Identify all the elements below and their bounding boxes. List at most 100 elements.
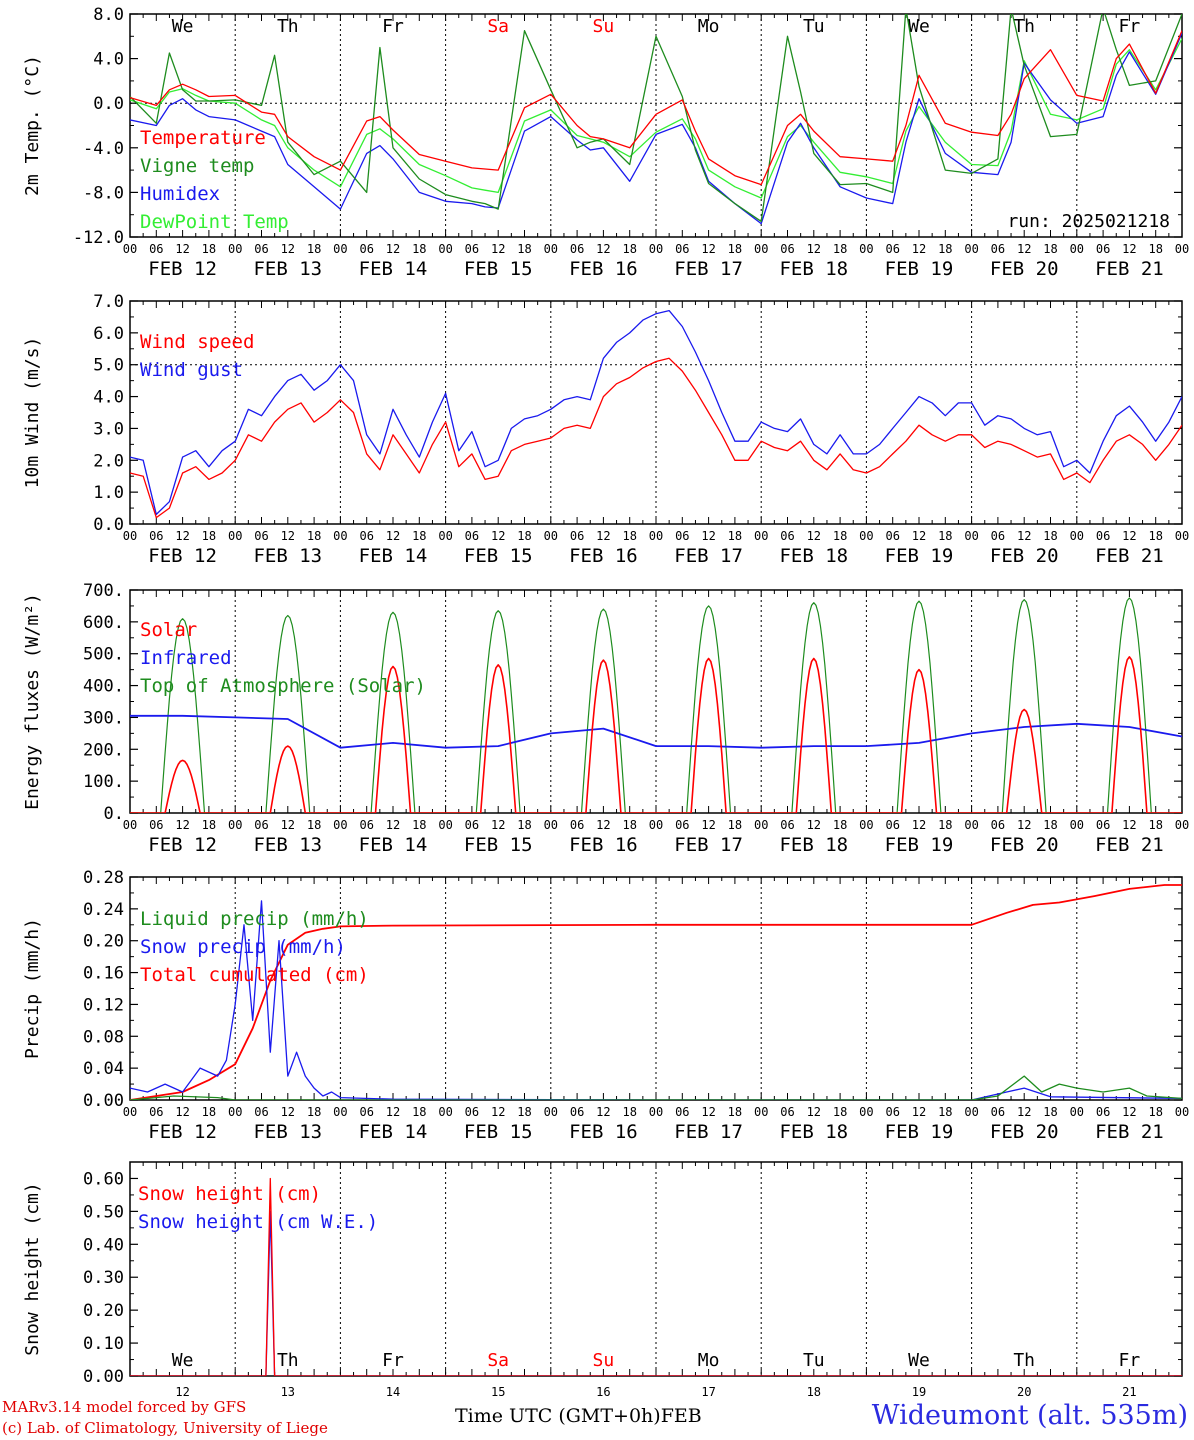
data-layer [130, 14, 1182, 225]
x-hour-label: 00 [754, 529, 768, 543]
x-hour-label: 18 [412, 818, 426, 832]
run-annotation: run: 2025021218 [1007, 211, 1170, 232]
y-tick-label: 6.0 [93, 324, 124, 344]
x-day-number: 18 [807, 1385, 821, 1399]
x-hour-label: 00 [544, 529, 558, 543]
x-hour-label: 18 [622, 818, 636, 832]
x-hour-label: 06 [570, 242, 584, 256]
legend-entry: Infrared [140, 647, 232, 669]
x-hour-label: 12 [807, 1105, 821, 1119]
x-hour-label: 00 [228, 1105, 242, 1119]
series-snow-height-cm-w-e [130, 1210, 1182, 1376]
x-date-label: FEB 13 [253, 258, 322, 280]
credit-model: MARv3.14 model forced by GFS [2, 1398, 247, 1416]
x-date-label: FEB 16 [569, 258, 638, 280]
y-tick-label: 2.0 [93, 451, 124, 471]
station-name: Wideumont (alt. 535m) [871, 1400, 1188, 1431]
series-snow-height-cm [130, 1177, 1182, 1376]
x-date-label: FEB 14 [359, 834, 428, 856]
y-tick-label: 0.08 [83, 1027, 124, 1047]
x-hour-label: 06 [359, 529, 373, 543]
x-hour-label: 12 [596, 818, 610, 832]
data-layer [130, 309, 1182, 519]
series-wind-gust [130, 309, 1182, 516]
legend-entry: Temperature [140, 127, 266, 149]
x-weekday-label: We [908, 1350, 930, 1371]
y-tick-label: 1.0 [93, 483, 124, 503]
x-hour-label: 12 [1122, 818, 1136, 832]
x-hour-label: 18 [202, 242, 216, 256]
x-hour-label: 00 [123, 818, 137, 832]
y-tick-label: 0.00 [83, 1091, 124, 1111]
x-hour-label: 00 [544, 242, 558, 256]
x-hour-label: 12 [912, 242, 926, 256]
data-layer [130, 1177, 1182, 1376]
x-day-number: 17 [701, 1385, 715, 1399]
y-tick-label: 3.0 [93, 419, 124, 439]
x-hour-label: 06 [1096, 818, 1110, 832]
x-hour-label: 00 [1070, 242, 1084, 256]
x-hour-label: 18 [938, 529, 952, 543]
x-hour-label: 18 [1148, 242, 1162, 256]
x-date-label: FEB 20 [990, 258, 1059, 280]
x-hour-label: 12 [386, 1105, 400, 1119]
x-day-number: 14 [386, 1385, 400, 1399]
x-hour-label: 00 [1175, 529, 1189, 543]
series-dewpoint-temp [130, 38, 1182, 199]
x-hour-label: 06 [359, 242, 373, 256]
legend-entry: Top of Atmosphere (Solar) [140, 675, 426, 697]
x-hour-label: 18 [517, 242, 531, 256]
x-hour-label: 06 [991, 818, 1005, 832]
x-date-label: FEB 17 [674, 834, 743, 856]
x-date-label: FEB 19 [885, 258, 954, 280]
y-tick-label: 200. [83, 740, 124, 760]
x-date-label: FEB 20 [990, 545, 1059, 567]
x-hour-label: 00 [333, 818, 347, 832]
x-day-number: 15 [491, 1385, 505, 1399]
x-hour-label: 00 [228, 818, 242, 832]
series-humidex [130, 32, 1182, 225]
y-tick-label: 0.00 [83, 1367, 124, 1387]
x-hour-label: 18 [517, 1105, 531, 1119]
x-hour-label: 00 [1175, 242, 1189, 256]
y-tick-label: 8.0 [93, 5, 124, 25]
x-hour-label: 18 [938, 242, 952, 256]
x-hour-label: 00 [1175, 818, 1189, 832]
y-tick-label: 0.60 [83, 1169, 124, 1189]
x-hour-label: 18 [833, 818, 847, 832]
x-date-label: FEB 14 [359, 258, 428, 280]
x-hour-label: 06 [780, 529, 794, 543]
x-date-label: FEB 18 [779, 1121, 848, 1143]
x-hour-label: 12 [491, 242, 505, 256]
y-tick-label: 0.28 [83, 868, 124, 888]
x-hour-label: 00 [649, 818, 663, 832]
y-tick-label: 0.0 [93, 515, 124, 535]
x-hour-label: 06 [991, 242, 1005, 256]
y-tick-label: 0.24 [83, 900, 124, 920]
x-hour-label: 12 [912, 1105, 926, 1119]
y-axis-label: 2m Temp. (°C) [22, 55, 43, 196]
x-weekday-label: We [172, 1350, 194, 1371]
x-hour-label: 12 [807, 242, 821, 256]
x-hour-label: 18 [307, 529, 321, 543]
x-hour-label: 06 [885, 1105, 899, 1119]
panel-flux: 0. 100. 200. 300. 400. 500. 600. 700. Energy flu… [22, 581, 1189, 856]
y-tick-label: 700. [83, 581, 124, 601]
x-hour-label: 06 [465, 242, 479, 256]
x-hour-label: 12 [1122, 529, 1136, 543]
x-hour-label: 06 [991, 1105, 1005, 1119]
x-hour-label: 12 [491, 529, 505, 543]
x-hour-label: 00 [333, 242, 347, 256]
y-tick-label: 0.12 [83, 995, 124, 1015]
x-hour-label: 00 [1070, 1105, 1084, 1119]
x-hour-label: 18 [517, 529, 531, 543]
x-date-label: FEB 13 [253, 1121, 322, 1143]
x-hour-label: 06 [780, 818, 794, 832]
x-hour-label: 18 [833, 242, 847, 256]
x-hour-label: 12 [807, 529, 821, 543]
panel-precip: 0.00 0.04 0.08 0.12 0.16 0.20 0.24 0.28 Precip (… [22, 868, 1189, 1143]
x-hour-label: 12 [175, 242, 189, 256]
x-day-number: 16 [596, 1385, 610, 1399]
legend-entry: Snow precip (mm/h) [140, 936, 346, 958]
